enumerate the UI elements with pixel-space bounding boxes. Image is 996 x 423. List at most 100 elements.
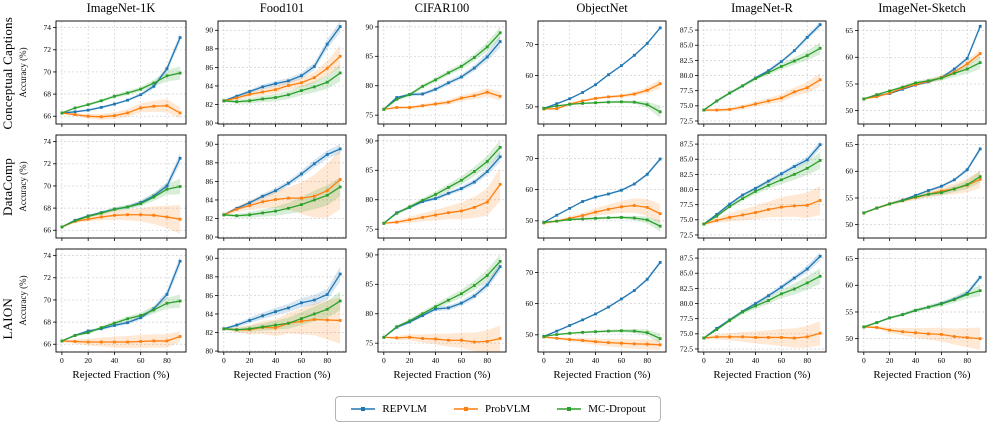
svg-text:50: 50	[526, 102, 534, 111]
svg-text:80: 80	[206, 346, 214, 355]
svg-text:85.0: 85.0	[680, 269, 693, 278]
svg-text:20: 20	[246, 356, 254, 365]
panel-datacomp-food101: 80 82 84 86 88 90	[206, 134, 347, 241]
panel-conceptual-captions-food101: 80 82 84 86 88 90	[206, 20, 347, 127]
row-label-conceptual-captions: Conceptual Captions	[0, 16, 15, 130]
svg-text:75.0: 75.0	[680, 101, 693, 110]
svg-text:60: 60	[846, 167, 854, 176]
row-label-gutter	[0, 0, 16, 16]
svg-text:70: 70	[526, 40, 534, 49]
svg-text:72: 72	[44, 45, 52, 54]
chart-row-datacomp: DataComp 66 68 70 72 74 Accuracy (%) 80 82 84 86…	[0, 130, 996, 244]
svg-text:70: 70	[44, 67, 52, 76]
svg-text:0: 0	[862, 356, 866, 365]
svg-text:0: 0	[222, 356, 226, 365]
svg-text:85: 85	[366, 52, 374, 61]
panel-laion-imagenet-sketch: 50 55 60 65 0 20 40 60 80 Rejected Fraction (%)	[846, 248, 987, 381]
svg-text:80: 80	[964, 356, 972, 365]
panel-laion-imagenet-1k: 66 68 70 72 74 0 20 40 60 80 Rejected Fraction (%)…	[18, 248, 187, 381]
svg-text:74: 74	[44, 251, 52, 260]
svg-text:90: 90	[366, 136, 374, 145]
svg-text:Accuracy (%): Accuracy (%)	[18, 47, 28, 97]
svg-text:80: 80	[644, 356, 652, 365]
svg-text:66: 66	[44, 226, 52, 235]
svg-text:82.5: 82.5	[680, 170, 693, 179]
svg-text:80: 80	[206, 232, 214, 241]
svg-text:68: 68	[44, 203, 52, 212]
svg-text:74: 74	[44, 23, 52, 32]
svg-text:80.0: 80.0	[680, 299, 693, 308]
svg-text:75.0: 75.0	[680, 329, 693, 338]
panel-datacomp-imagenet-sketch: 50 55 60 65	[846, 134, 987, 241]
svg-text:80: 80	[324, 356, 332, 365]
svg-text:84: 84	[206, 309, 214, 318]
mc-dropout-line-marker-icon	[557, 406, 582, 411]
panel-laion-objectnet: 50 60 70 0 20 40 60 80 Rejected Fraction (%)	[526, 248, 667, 381]
panel-laion-imagenet-r: 72.5 75.0 77.5 80.0 82.5 85.0 87.5 0 20 40 60 80 Rej…	[680, 248, 827, 381]
svg-text:86: 86	[206, 63, 214, 72]
svg-text:65: 65	[846, 26, 854, 35]
panel-conceptual-captions-imagenet-1k: 66 68 70 72 74 Accuracy (%)	[18, 20, 187, 127]
svg-text:40: 40	[272, 356, 280, 365]
svg-text:82: 82	[206, 214, 214, 223]
svg-text:87.5: 87.5	[680, 25, 693, 34]
legend-item-probvlm: ProbVLM	[453, 403, 530, 415]
svg-text:82.5: 82.5	[680, 56, 693, 65]
svg-text:50: 50	[846, 334, 854, 343]
svg-text:60: 60	[846, 53, 854, 62]
svg-text:90: 90	[206, 254, 214, 263]
svg-text:55: 55	[846, 307, 854, 316]
svg-text:86: 86	[206, 177, 214, 186]
svg-text:85: 85	[366, 280, 374, 289]
svg-text:60: 60	[618, 356, 626, 365]
svg-text:85.0: 85.0	[680, 155, 693, 164]
svg-text:Rejected Fraction (%): Rejected Fraction (%)	[873, 369, 970, 381]
svg-text:80: 80	[366, 81, 374, 90]
svg-text:Rejected Fraction (%): Rejected Fraction (%)	[553, 369, 650, 381]
svg-text:87.5: 87.5	[680, 253, 693, 262]
svg-text:40: 40	[752, 356, 760, 365]
svg-text:20: 20	[566, 356, 574, 365]
svg-text:0: 0	[702, 356, 706, 365]
svg-text:75: 75	[366, 111, 374, 120]
svg-text:60: 60	[298, 356, 306, 365]
svg-text:0: 0	[382, 356, 386, 365]
svg-text:60: 60	[526, 185, 534, 194]
repvlm-line-marker-icon	[351, 406, 376, 411]
svg-text:80.0: 80.0	[680, 71, 693, 80]
svg-text:0: 0	[542, 356, 546, 365]
svg-text:80: 80	[366, 309, 374, 318]
row-label-datacomp: DataComp	[0, 158, 15, 216]
svg-text:80: 80	[366, 195, 374, 204]
svg-text:60: 60	[778, 356, 786, 365]
svg-text:88: 88	[206, 44, 214, 53]
svg-text:87.5: 87.5	[680, 139, 693, 148]
column-title-cifar100: CIFAR100	[414, 1, 470, 15]
svg-text:Rejected Fraction (%): Rejected Fraction (%)	[233, 369, 330, 381]
panel-laion-cifar100: 75 80 85 90 0 20 40 60 80 Rejected Fraction (%)	[366, 248, 507, 381]
svg-text:72.5: 72.5	[680, 230, 693, 239]
svg-text:65: 65	[846, 140, 854, 149]
svg-text:90: 90	[206, 140, 214, 149]
svg-text:40: 40	[111, 356, 119, 365]
svg-text:86: 86	[206, 291, 214, 300]
row-label-laion: LAION	[0, 298, 15, 340]
svg-text:40: 40	[592, 356, 600, 365]
svg-text:40: 40	[912, 356, 920, 365]
svg-text:60: 60	[458, 356, 466, 365]
svg-text:84: 84	[206, 81, 214, 90]
svg-text:66: 66	[44, 340, 52, 349]
svg-text:88: 88	[206, 272, 214, 281]
svg-text:75: 75	[366, 339, 374, 348]
svg-text:72: 72	[44, 159, 52, 168]
svg-text:68: 68	[44, 89, 52, 98]
panel-datacomp-objectnet: 50 60 70	[526, 134, 667, 241]
svg-text:50: 50	[846, 220, 854, 229]
svg-text:60: 60	[526, 71, 534, 80]
svg-text:65: 65	[846, 254, 854, 263]
svg-text:75.0: 75.0	[680, 215, 693, 224]
svg-text:82.5: 82.5	[680, 284, 693, 293]
svg-text:74: 74	[44, 137, 52, 146]
legend-item-mc-dropout: MC-Dropout	[556, 403, 646, 415]
